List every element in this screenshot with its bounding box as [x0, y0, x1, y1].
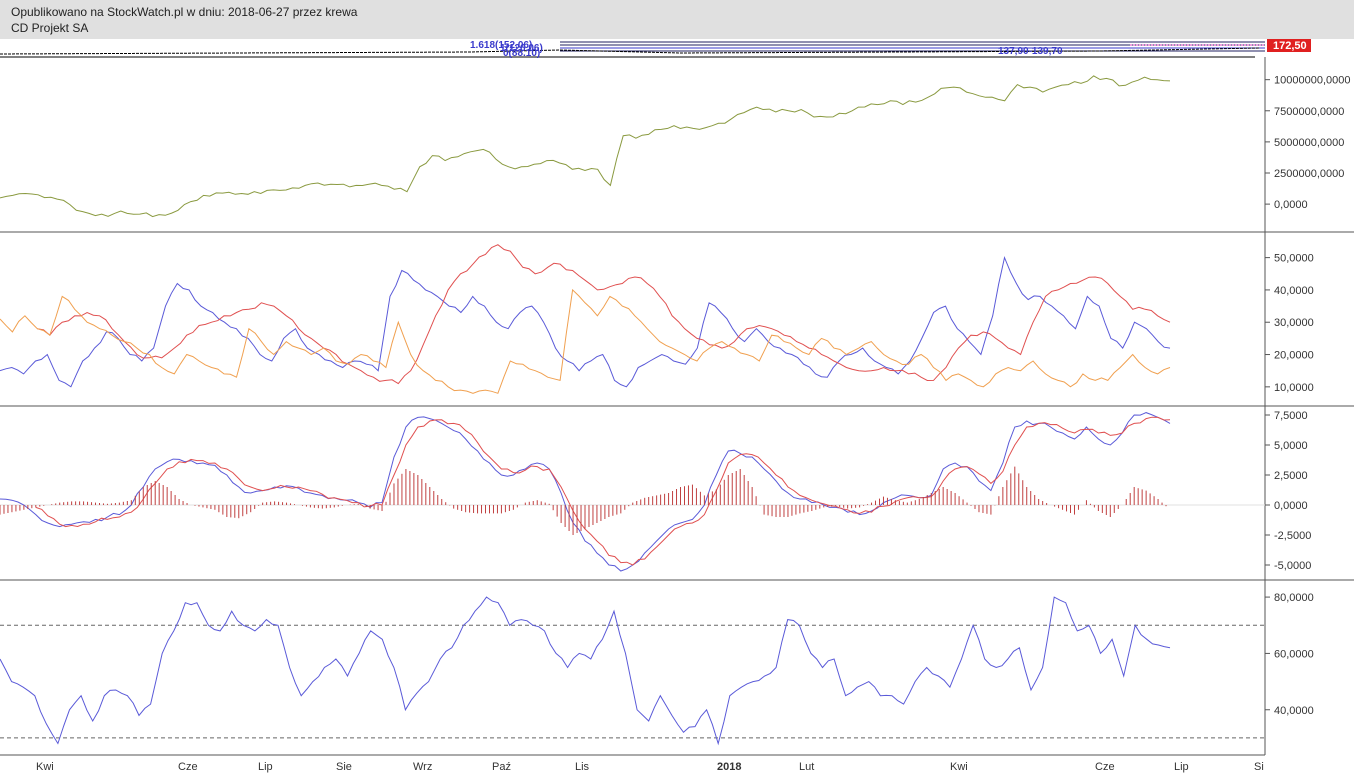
- fib-label-1618: 1.618(152.06): [470, 40, 532, 51]
- macd-panel: 7,5000 5,0000 2,5000 0,0000 -2,5000 -5,0000: [0, 410, 1311, 572]
- macd-series-line: [0, 412, 1171, 572]
- adx-series-line: [0, 288, 1171, 394]
- x-tick-label: Kwi: [36, 761, 54, 773]
- fib-range-label: 137,90-139,70: [998, 46, 1063, 57]
- adx-series-line: [0, 255, 1171, 388]
- price-tag-text: 172,50: [1273, 40, 1307, 52]
- x-tick-label: Si: [1254, 761, 1264, 773]
- instrument-name: CD Projekt SA: [11, 21, 89, 35]
- y-tick-label: -5,0000: [1274, 560, 1311, 572]
- x-tick-label: Sie: [336, 761, 352, 773]
- published-info: Opublikowano na StockWatch.pl w dniu: 20…: [11, 5, 358, 19]
- x-axis: Kwi Cze Lip Sie Wrz Paź Lis 2018 Lut Kwi…: [36, 761, 1264, 773]
- y-tick-label: 40,0000: [1274, 285, 1314, 297]
- x-tick-label: Paź: [492, 761, 511, 773]
- price-tag: [1267, 39, 1311, 52]
- chart-header: Opublikowano na StockWatch.pl w dniu: 20…: [0, 0, 1354, 39]
- y-tick-label: 60,0000: [1274, 648, 1314, 660]
- x-tick-label: Kwi: [950, 761, 968, 773]
- y-tick-label: -2,5000: [1274, 530, 1311, 542]
- chart-area: 1.618(152.06) 1(126.06) 0(88.10) 137,90-…: [0, 39, 1354, 773]
- y-tick-label: 10,0000: [1274, 382, 1314, 394]
- x-tick-label: 2018: [717, 761, 741, 773]
- y-tick-label: 80,0000: [1274, 592, 1314, 604]
- x-tick-label: Lip: [1174, 761, 1189, 773]
- x-tick-label: Lis: [575, 761, 590, 773]
- x-tick-label: Cze: [178, 761, 198, 773]
- x-tick-label: Lut: [799, 761, 814, 773]
- x-tick-label: Wrz: [413, 761, 432, 773]
- y-tick-label: 2,5000: [1274, 470, 1308, 482]
- y-tick-label: 2500000,0000: [1274, 168, 1344, 180]
- fib-label-0: 0(88.10): [503, 48, 540, 59]
- fibonacci-strip: 1.618(152.06) 1(126.06) 0(88.10) 137,90-…: [0, 39, 1311, 59]
- x-tick-label: Lip: [258, 761, 273, 773]
- obv-panel: 10000000,0000 7500000,0000 5000000,0000 250…: [0, 75, 1350, 218]
- y-tick-label: 10000000,0000: [1274, 75, 1350, 87]
- y-tick-label: 0,0000: [1274, 199, 1308, 211]
- y-tick-label: 50,0000: [1274, 253, 1314, 265]
- adx-panel: 50,0000 40,0000 30,0000 20,0000 10,0000: [0, 244, 1314, 394]
- y-tick-label: 30,0000: [1274, 317, 1314, 329]
- fib-label-1: 1(126.06): [500, 43, 543, 54]
- adx-series-line: [37, 244, 1171, 385]
- rsi-panel: 80,0000 60,0000 40,0000: [0, 592, 1314, 746]
- y-tick-label: 5,0000: [1274, 440, 1308, 452]
- y-tick-label: 20,0000: [1274, 350, 1314, 362]
- y-tick-label: 5000000,0000: [1274, 137, 1344, 149]
- y-tick-label: 7,5000: [1274, 410, 1308, 422]
- y-tick-label: 40,0000: [1274, 705, 1314, 717]
- y-tick-label: 0,0000: [1274, 500, 1308, 512]
- y-tick-label: 7500000,0000: [1274, 106, 1344, 118]
- macd-series-line: [35, 416, 1171, 566]
- obv-series-line: [0, 75, 1171, 218]
- rsi-series-line: [0, 596, 1171, 746]
- x-tick-label: Cze: [1095, 761, 1115, 773]
